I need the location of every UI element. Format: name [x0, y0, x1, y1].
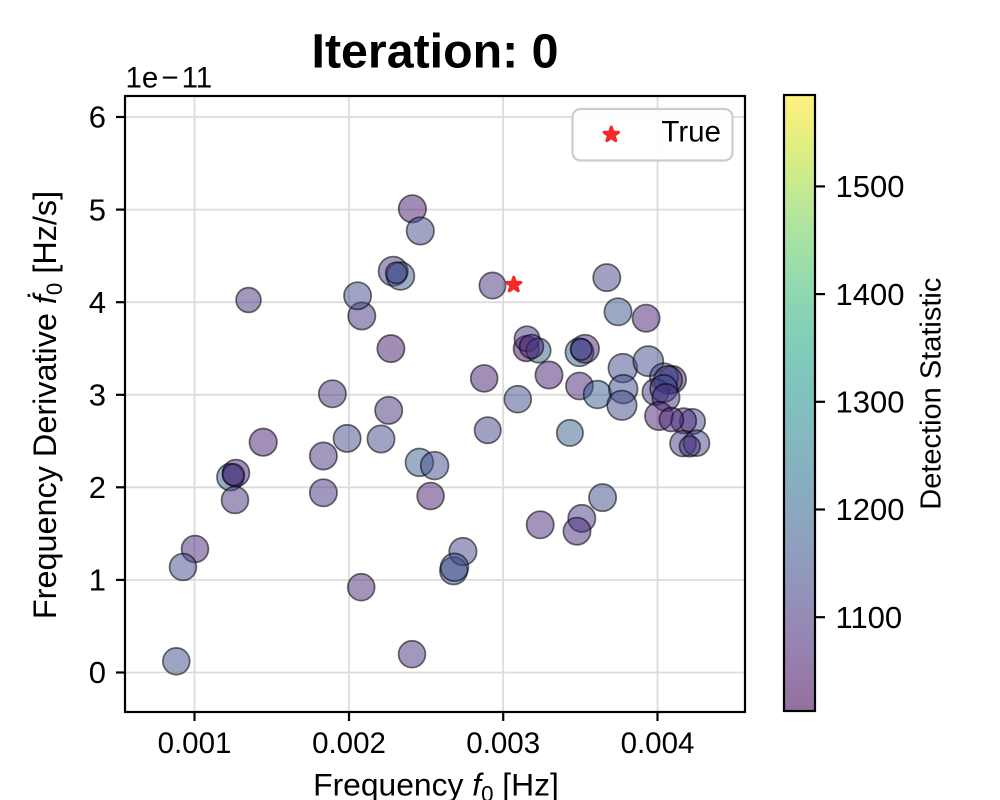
svg-text:5: 5: [89, 192, 106, 227]
svg-text:Frequency f0 [Hz]: Frequency f0 [Hz]: [313, 767, 559, 800]
svg-text:0.001: 0.001: [158, 727, 232, 760]
svg-text:Detection Statistic: Detection Statistic: [916, 278, 948, 510]
svg-text:True: True: [661, 116, 721, 149]
svg-text:2: 2: [89, 470, 106, 505]
svg-text:Iteration: 0: Iteration: 0: [312, 25, 559, 79]
svg-text:0: 0: [89, 655, 106, 690]
svg-text:1400: 1400: [836, 277, 905, 312]
svg-text:6: 6: [89, 100, 106, 135]
svg-text:1: 1: [89, 563, 106, 598]
svg-text:0.002: 0.002: [312, 727, 386, 760]
svg-text:Frequency Derivative ḟ0 [Hz/s: Frequency Derivative ḟ0 [Hz/s]: [27, 191, 67, 619]
svg-text:4: 4: [89, 285, 106, 320]
svg-text:0.004: 0.004: [621, 727, 695, 760]
svg-text:1e−11: 1e −11: [126, 61, 213, 94]
svg-text:1200: 1200: [836, 492, 905, 527]
svg-text:0.003: 0.003: [466, 727, 540, 760]
svg-text:3: 3: [89, 378, 106, 413]
svg-text:1500: 1500: [836, 169, 905, 204]
svg-text:1300: 1300: [836, 385, 905, 420]
svg-text:1100: 1100: [836, 600, 903, 635]
